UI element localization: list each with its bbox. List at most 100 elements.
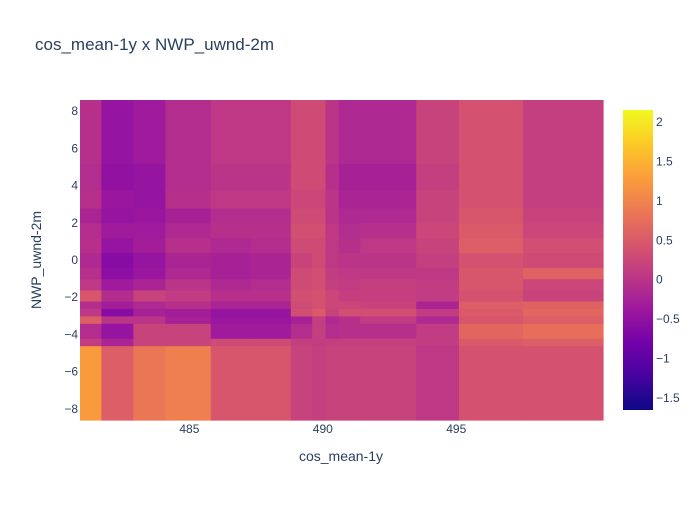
heatmap-cell	[133, 100, 166, 164]
heatmap-cell	[250, 252, 292, 269]
heatmap-cell	[522, 207, 604, 224]
heatmap-cell	[416, 100, 460, 164]
heatmap-cell	[458, 252, 524, 269]
heatmap-cell	[325, 323, 340, 339]
heatmap-cell	[338, 237, 361, 254]
heatmap-cell	[250, 163, 292, 190]
heatmap-cell	[101, 222, 134, 239]
heatmap-cell	[80, 252, 102, 269]
heatmap-cell	[210, 278, 252, 291]
heatmap-cell	[312, 323, 327, 339]
heatmap-cell	[133, 315, 166, 324]
heatmap-cell	[458, 237, 524, 254]
heatmap-cell	[133, 267, 166, 280]
heatmap-cell	[80, 189, 102, 209]
heatmap-cell	[416, 300, 460, 309]
heatmap-cell	[338, 222, 361, 239]
x-tick-label: 490	[313, 422, 333, 436]
heatmap-cell	[338, 345, 361, 421]
heatmap-cell	[210, 315, 252, 324]
heatmap-cell	[338, 300, 361, 309]
heatmap-cell	[416, 315, 460, 324]
heatmap-cell	[325, 252, 340, 269]
heatmap-cell	[210, 189, 252, 209]
heatmap-cell	[101, 163, 134, 190]
heatmap-cell	[290, 100, 313, 164]
heatmap-cell	[312, 278, 327, 291]
heatmap-cell	[338, 289, 361, 302]
heatmap-cell	[522, 300, 604, 309]
heatmap-cell	[210, 338, 252, 347]
heatmap-cell	[312, 338, 327, 347]
heatmap-cell	[210, 289, 252, 302]
heatmap-cell	[312, 308, 327, 317]
heatmap-cell	[360, 163, 417, 190]
heatmap-cell	[338, 278, 361, 291]
heatmap-cell	[165, 163, 212, 190]
heatmap-cell	[210, 345, 252, 421]
heatmap-cell	[458, 189, 524, 209]
heatmap-cell	[522, 278, 604, 291]
heatmap-cell	[250, 207, 292, 224]
heatmap-cell	[522, 338, 604, 347]
heatmap-cell	[325, 207, 340, 224]
heatmap-cell	[522, 100, 604, 164]
heatmap-cell	[458, 338, 524, 347]
heatmap-cell	[522, 237, 604, 254]
heatmap-cell	[312, 345, 327, 421]
y-tick-label: 8	[71, 104, 78, 118]
heatmap-cell	[360, 222, 417, 239]
heatmap-cell	[458, 308, 524, 317]
y-tick-label: −4	[64, 327, 78, 341]
heatmap-cell	[325, 315, 340, 324]
heatmap-cell	[101, 189, 134, 209]
heatmap-cell	[360, 207, 417, 224]
heatmap-cell	[312, 163, 327, 190]
heatmap-cell	[133, 300, 166, 309]
heatmap-cell	[458, 323, 524, 339]
heatmap-cell	[360, 189, 417, 209]
heatmap-cell	[250, 338, 292, 347]
colorbar-tick-label: −1.5	[656, 391, 680, 405]
y-tick-label: −2	[64, 290, 78, 304]
heatmap-cell	[338, 100, 361, 164]
heatmap-cell	[101, 300, 134, 309]
chart-title: cos_mean-1y x NWP_uwnd-2m	[35, 35, 274, 54]
heatmap-cell	[210, 300, 252, 309]
heatmap-cell	[325, 222, 340, 239]
heatmap-cell	[522, 189, 604, 209]
heatmap-cell	[360, 345, 417, 421]
y-tick-label: 0	[71, 253, 78, 267]
heatmap-cell	[416, 323, 460, 339]
heatmap-cell	[416, 267, 460, 280]
heatmap-cell	[416, 338, 460, 347]
heatmap-cell	[338, 267, 361, 280]
heatmap-cell	[133, 308, 166, 317]
heatmap-cell	[80, 315, 102, 324]
heatmap-cell	[522, 289, 604, 302]
heatmap-cell	[101, 345, 134, 421]
heatmap-cell	[101, 315, 134, 324]
heatmap-cell	[290, 163, 313, 190]
colorbar-tick-label: 1	[656, 194, 663, 208]
heatmap-cell	[338, 207, 361, 224]
heatmap-cell	[80, 163, 102, 190]
heatmap-cell	[165, 237, 212, 254]
y-tick-label: −8	[64, 402, 78, 416]
heatmap-cell	[165, 345, 212, 421]
heatmap-cell	[210, 163, 252, 190]
heatmap-cell	[290, 252, 313, 269]
heatmap-cell	[165, 300, 212, 309]
heatmap-cell	[416, 222, 460, 239]
colorbar-tick-label: 1.5	[656, 154, 673, 168]
heatmap-cell	[250, 345, 292, 421]
heatmap-cell	[416, 207, 460, 224]
heatmap-cell	[133, 252, 166, 269]
heatmap-cell	[165, 308, 212, 317]
heatmap-cell	[290, 323, 313, 339]
heatmap-cell	[325, 338, 340, 347]
heatmap-cell	[290, 278, 313, 291]
heatmap-cell	[80, 237, 102, 254]
heatmap-cell	[312, 222, 327, 239]
